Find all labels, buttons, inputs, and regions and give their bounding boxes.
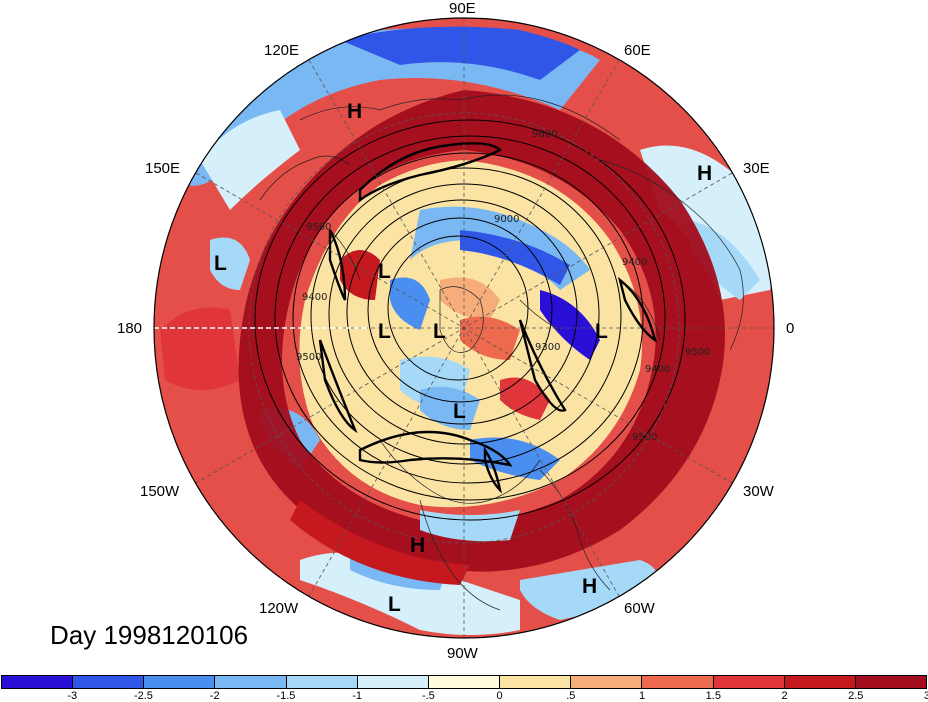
contour-label: 9600: [532, 129, 557, 140]
colorbar-tick-label: 2.5: [848, 690, 864, 702]
low-center: L: [378, 320, 391, 343]
high-center: H: [347, 100, 362, 123]
graticule: [154, 18, 774, 638]
lon-label-30e: 30E: [743, 160, 770, 177]
jet-streaks: [318, 142, 657, 494]
lon-label-0: 0: [786, 320, 795, 337]
colorbar-segment: [713, 676, 785, 688]
contour-label: 9500: [685, 347, 710, 358]
lon-label-60w: 60W: [624, 600, 655, 617]
colorbar-tick-label: 0: [496, 690, 503, 702]
colorbar-segment: [428, 676, 501, 688]
contour-labels: 9600 9000 9400 9400 9500 9500 9300 9400 …: [296, 129, 710, 443]
contour-label: 9500: [306, 222, 331, 233]
colorbar-tick-label: 1.5: [705, 690, 721, 702]
colorbar-tick-label: -2.5: [133, 690, 153, 702]
lon-label-180: 180: [117, 320, 143, 337]
colorbar-tick-label: 3: [923, 690, 928, 702]
contour-label: 9400: [645, 364, 670, 375]
contour-label: 9000: [494, 214, 519, 225]
lon-label-120w: 120W: [259, 600, 299, 617]
height-contours: [254, 119, 686, 521]
colorbar-tick-label: -1.5: [276, 690, 296, 702]
colorbar: [1, 675, 927, 689]
colorbar-segment: [144, 676, 216, 688]
low-center: L: [453, 400, 466, 423]
colorbar-tick-label: .5: [566, 690, 576, 702]
colorbar-segment: [357, 676, 429, 688]
contour-label: 9500: [632, 432, 657, 443]
high-center: H: [697, 162, 712, 185]
colorbar-segment: [855, 676, 927, 688]
lon-label-90e: 90E: [449, 0, 476, 17]
colorbar-tick-label: -2: [209, 690, 220, 702]
low-center: L: [433, 320, 446, 343]
colorbar-segment: [500, 676, 572, 688]
colorbar-segment: [215, 676, 287, 688]
lon-label-150e: 150E: [145, 160, 181, 177]
colorbar-segment: [642, 676, 714, 688]
map-border: [153, 17, 775, 639]
low-center: L: [595, 320, 608, 343]
low-center: L: [378, 260, 391, 283]
contour-label: 9400: [302, 292, 327, 303]
lon-label-120e: 120E: [264, 42, 300, 59]
lon-label-30w: 30W: [743, 483, 774, 500]
lon-label-150w: 150W: [140, 483, 180, 500]
day-label: Day 1998120106: [50, 620, 249, 650]
high-center: H: [582, 575, 597, 598]
colorbar-segment: [73, 676, 145, 688]
colorbar-segment: [784, 676, 856, 688]
lon-label-60e: 60E: [624, 42, 651, 59]
colorbar-tick-label: -1: [352, 690, 363, 702]
colorbar-ticks: -3 -2.5 -2 -1.5 -1 -.5 0 .5 1 1.5 2 2.5 3: [0, 690, 928, 702]
colorbar-tick-label: -.5: [421, 690, 435, 702]
colorbar-segment: [286, 676, 358, 688]
contour-label: 9400: [622, 257, 647, 268]
contour-label: 9300: [535, 342, 560, 353]
low-center: L: [388, 593, 401, 616]
colorbar-segment: [2, 676, 74, 688]
colorbar-tick-label: 1: [639, 690, 646, 702]
low-center: L: [214, 252, 227, 275]
colorbar-tick-label: -3: [67, 690, 78, 702]
contour-label: 9500: [296, 352, 321, 363]
high-center: H: [410, 534, 425, 557]
colorbar-segment: [571, 676, 643, 688]
lon-label-90w: 90W: [447, 645, 478, 662]
colorbar-tick-label: 2: [781, 690, 788, 702]
pressure-centers: H H L L L L L L H L H: [214, 100, 712, 616]
